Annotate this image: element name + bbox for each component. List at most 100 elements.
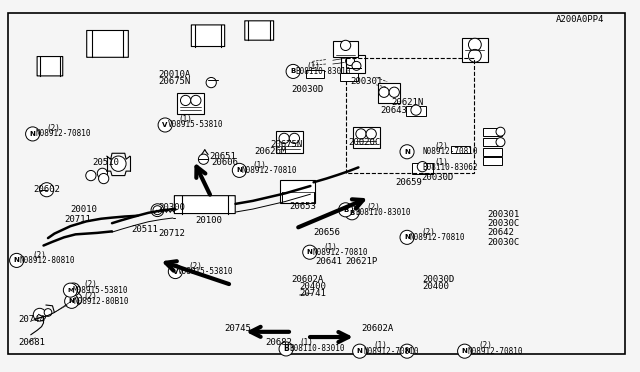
Text: 20400: 20400 xyxy=(300,282,326,291)
Text: N08912-70810: N08912-70810 xyxy=(242,166,298,175)
Text: 20400: 20400 xyxy=(422,282,449,291)
Bar xyxy=(462,38,488,62)
Circle shape xyxy=(158,118,172,132)
Circle shape xyxy=(303,245,317,259)
Text: 20681: 20681 xyxy=(18,338,45,347)
Circle shape xyxy=(400,230,414,244)
Text: B08110-83010: B08110-83010 xyxy=(289,344,345,353)
Text: 20606: 20606 xyxy=(211,158,238,167)
Text: N08912-70810: N08912-70810 xyxy=(467,347,523,356)
Text: (1): (1) xyxy=(300,339,314,347)
Circle shape xyxy=(191,95,201,106)
Text: 20745: 20745 xyxy=(224,324,251,333)
Circle shape xyxy=(400,344,414,358)
Text: (1): (1) xyxy=(178,115,192,124)
Circle shape xyxy=(411,105,421,115)
Text: B08110-83062: B08110-83062 xyxy=(422,163,478,172)
Circle shape xyxy=(151,204,164,217)
Text: 20621N: 20621N xyxy=(392,98,424,107)
Bar xyxy=(333,41,358,57)
Text: (2): (2) xyxy=(434,142,448,151)
Bar xyxy=(378,83,401,103)
Circle shape xyxy=(168,264,182,279)
FancyBboxPatch shape xyxy=(86,31,129,57)
Circle shape xyxy=(468,38,481,51)
Bar xyxy=(483,138,502,146)
Circle shape xyxy=(86,170,96,181)
Circle shape xyxy=(340,40,351,51)
Text: 20602: 20602 xyxy=(33,185,60,194)
Circle shape xyxy=(65,294,79,308)
Text: B: B xyxy=(284,344,289,353)
Circle shape xyxy=(356,129,366,139)
Text: 20675N: 20675N xyxy=(270,140,302,149)
Text: B: B xyxy=(343,207,348,213)
Text: N08912-80810: N08912-80810 xyxy=(19,256,75,265)
Text: V08915-53810: V08915-53810 xyxy=(168,121,223,129)
Circle shape xyxy=(496,127,505,136)
Circle shape xyxy=(26,127,40,141)
Circle shape xyxy=(353,344,367,358)
Text: 20741: 20741 xyxy=(300,289,326,298)
Circle shape xyxy=(400,145,414,159)
Text: 200301: 200301 xyxy=(488,210,520,219)
Circle shape xyxy=(279,133,289,144)
Text: 20020C: 20020C xyxy=(349,138,381,147)
Bar xyxy=(306,70,324,78)
Text: 20642: 20642 xyxy=(488,228,515,237)
Text: M08915-53810: M08915-53810 xyxy=(72,286,128,295)
Text: N08912-70810: N08912-70810 xyxy=(35,129,91,138)
Circle shape xyxy=(40,183,54,197)
Text: N08912-70810: N08912-70810 xyxy=(410,233,465,242)
Text: 20300: 20300 xyxy=(159,203,186,212)
Text: N08912-70810: N08912-70810 xyxy=(312,248,368,257)
Text: (1): (1) xyxy=(323,243,337,251)
Circle shape xyxy=(345,206,359,220)
Bar xyxy=(177,93,204,114)
Text: 20602A: 20602A xyxy=(362,324,394,333)
Circle shape xyxy=(206,77,216,88)
Text: (2): (2) xyxy=(479,341,493,350)
Text: 20030C: 20030C xyxy=(488,219,520,228)
Circle shape xyxy=(10,253,24,267)
Text: 20712: 20712 xyxy=(159,229,186,238)
Circle shape xyxy=(44,309,52,316)
Text: 20030D: 20030D xyxy=(421,173,453,182)
Bar xyxy=(451,146,470,153)
Circle shape xyxy=(33,308,46,321)
Text: (2): (2) xyxy=(421,228,435,237)
Text: 200301: 200301 xyxy=(351,77,383,86)
Circle shape xyxy=(286,64,300,78)
Circle shape xyxy=(180,95,191,106)
Circle shape xyxy=(468,49,481,62)
Bar xyxy=(483,157,502,165)
FancyBboxPatch shape xyxy=(191,25,225,46)
Circle shape xyxy=(496,138,505,147)
Text: B08110-83010: B08110-83010 xyxy=(296,67,351,76)
Text: 20641: 20641 xyxy=(315,257,342,266)
Text: N08912-70810: N08912-70810 xyxy=(364,347,419,356)
Circle shape xyxy=(69,293,82,305)
Text: (1): (1) xyxy=(306,62,320,71)
Text: (1): (1) xyxy=(374,341,388,350)
Text: 20030D: 20030D xyxy=(422,275,454,283)
Bar xyxy=(276,131,303,153)
Text: (2): (2) xyxy=(32,251,46,260)
Text: (2): (2) xyxy=(189,262,203,271)
Bar xyxy=(280,180,315,203)
Text: 20010: 20010 xyxy=(70,205,97,214)
Circle shape xyxy=(97,168,108,179)
Text: 20653: 20653 xyxy=(289,202,316,211)
Bar xyxy=(483,128,502,136)
Text: 20511: 20511 xyxy=(131,225,158,234)
Text: N: N xyxy=(404,149,410,155)
FancyBboxPatch shape xyxy=(244,21,274,40)
Text: 20643: 20643 xyxy=(381,106,408,115)
Bar xyxy=(346,58,474,173)
FancyBboxPatch shape xyxy=(174,196,236,214)
Text: N: N xyxy=(307,249,313,255)
FancyBboxPatch shape xyxy=(37,57,63,76)
Text: A200A0PP4: A200A0PP4 xyxy=(556,15,604,24)
Text: (2): (2) xyxy=(83,280,97,289)
Text: 20711: 20711 xyxy=(64,215,91,224)
